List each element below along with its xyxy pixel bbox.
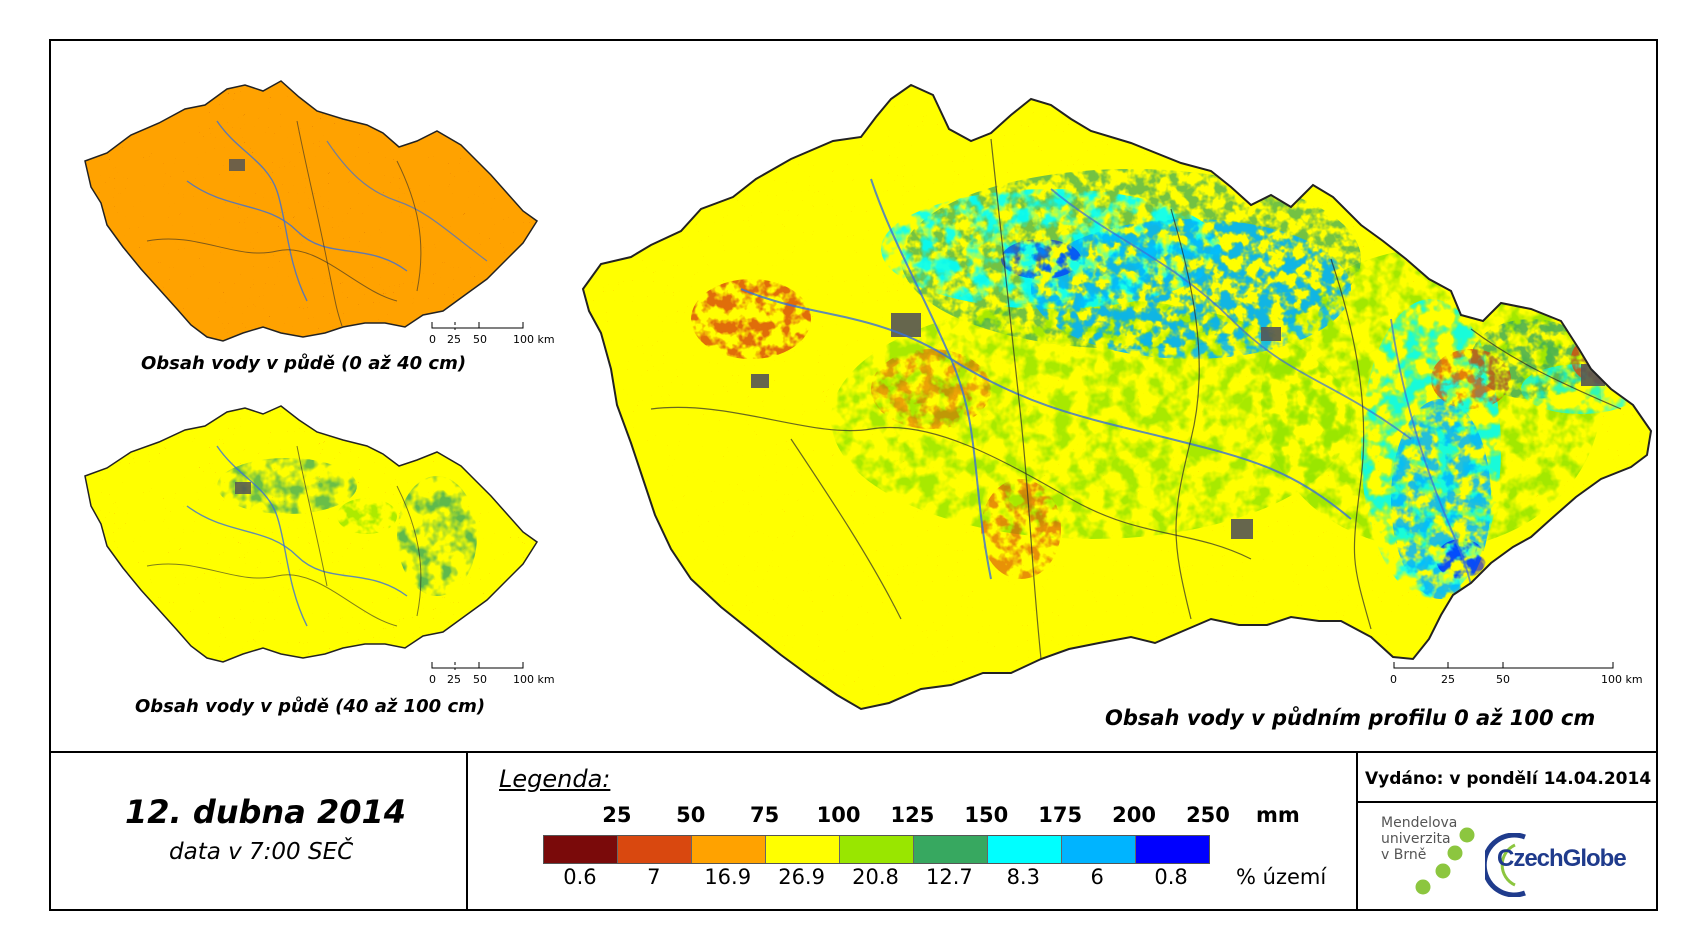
- panel-divider-2: [1356, 753, 1358, 911]
- scale-bar-main-line: [1393, 662, 1614, 669]
- legend-percent-value: 26.9: [778, 865, 825, 889]
- scale-main-25: 25: [1441, 673, 1455, 686]
- scale-top-100: 100 km: [513, 333, 555, 346]
- scale-top-25: 25: [447, 333, 461, 346]
- scale-bar-top-line: [431, 322, 524, 330]
- map-profile-title: Obsah vody v půdním profilu 0 až 100 cm: [1105, 706, 1596, 730]
- legend-percent-value: 0.6: [563, 865, 597, 889]
- legend-percents: 0.6 7 16.9 26.9 20.8 12.7 8.3 6 0.8: [51, 865, 1356, 891]
- map-profile-0-100: [582, 84, 1652, 710]
- date-subtitle: data v 7:00 SEČ: [169, 839, 354, 865]
- scale-top-0: 0: [429, 333, 436, 346]
- legend-percent-value: 20.8: [852, 865, 899, 889]
- czechglobe-logo-text: CzechGlobe: [1497, 845, 1627, 872]
- scale-bar-top: 0 25 50 100 km: [429, 321, 555, 351]
- legend-percent-value: 12.7: [925, 865, 973, 889]
- scale-bottom-50: 50: [473, 673, 487, 686]
- legend-swatch: [914, 836, 988, 863]
- issued-date: Vydáno: v pondělí 14.04.2014: [1365, 769, 1652, 789]
- legend-threshold-value: 50: [676, 803, 706, 827]
- legend-swatch: [544, 836, 618, 863]
- map-subsoil-40-100: [84, 405, 538, 663]
- legend-swatch: [1062, 836, 1136, 863]
- legend-swatch: [1136, 836, 1209, 863]
- czechglobe-arc-icon: [1485, 833, 1526, 897]
- mendel-line-2: univerzita: [1381, 831, 1451, 847]
- issued-divider: [1356, 801, 1656, 803]
- legend-percent-label: % území: [1236, 865, 1327, 889]
- mendel-logo-text: Mendelova univerzita v Brně: [1381, 815, 1457, 863]
- legend-percent-value: 16.9: [704, 865, 752, 889]
- scale-bottom-25: 25: [447, 673, 461, 686]
- profile-raster: [583, 85, 1651, 709]
- legend-threshold-value: 75: [750, 803, 780, 827]
- mendel-line-1: Mendelova: [1381, 815, 1458, 831]
- scale-bar-bottom-line: [431, 662, 524, 670]
- scale-bottom-100: 100 km: [513, 673, 555, 686]
- legend-threshold-value: 175: [1038, 803, 1083, 827]
- legend-title: Legenda:: [499, 765, 611, 793]
- map-topsoil-title: Obsah vody v půdě (0 až 40 cm): [141, 353, 467, 374]
- scale-main-0: 0: [1390, 673, 1397, 686]
- scale-bar-bottom: 0 25 50 100 km: [429, 661, 555, 691]
- map-sheet-frame: 0 25 50 100 km Obsah vody v půdě (0 až 4…: [49, 39, 1658, 911]
- legend-swatch: [988, 836, 1062, 863]
- legend-threshold-value: 100: [816, 803, 861, 827]
- scale-bottom-0: 0: [429, 673, 436, 686]
- scale-bar-main: 0 25 50 100 km: [1390, 661, 1643, 691]
- legend-thresholds: 25 50 75 100 125 150 175 200 250: [51, 803, 1356, 829]
- topsoil-raster: [85, 81, 537, 341]
- legend-swatch: [692, 836, 766, 863]
- scale-top-50: 50: [473, 333, 487, 346]
- map-topsoil-0-40: [84, 80, 538, 342]
- legend-percent-value: 8.3: [1006, 865, 1040, 889]
- info-panel: 12. dubna 2014 data v 7:00 SEČ Legenda: …: [51, 751, 1656, 911]
- legend-threshold-value: 25: [602, 803, 632, 827]
- date-title: 12. dubna 2014: [125, 793, 406, 831]
- legend-threshold-value: 150: [964, 803, 1009, 827]
- mendel-line-3: v Brně: [1381, 847, 1427, 863]
- scale-main-100: 100 km: [1601, 673, 1643, 686]
- legend-percent-value: 6: [1090, 865, 1104, 889]
- legend-swatch: [766, 836, 840, 863]
- map-subsoil-title: Obsah vody v půdě (40 až 100 cm): [135, 696, 486, 717]
- legend-unit: mm: [1256, 803, 1300, 827]
- legend-color-bar: [543, 835, 1210, 864]
- legend-percent-value: 7: [647, 865, 661, 889]
- legend-swatch: [840, 836, 914, 863]
- legend-threshold-value: 200: [1112, 803, 1157, 827]
- subsoil-raster: [85, 406, 537, 662]
- legend-swatch: [618, 836, 692, 863]
- legend-threshold-value: 250: [1186, 803, 1230, 827]
- legend-percent-value: 0.8: [1154, 865, 1188, 889]
- mendel-dots-icon: [1415, 827, 1475, 895]
- scale-main-50: 50: [1496, 673, 1510, 686]
- legend-threshold-value: 125: [890, 803, 935, 827]
- panel-divider-1: [466, 753, 468, 911]
